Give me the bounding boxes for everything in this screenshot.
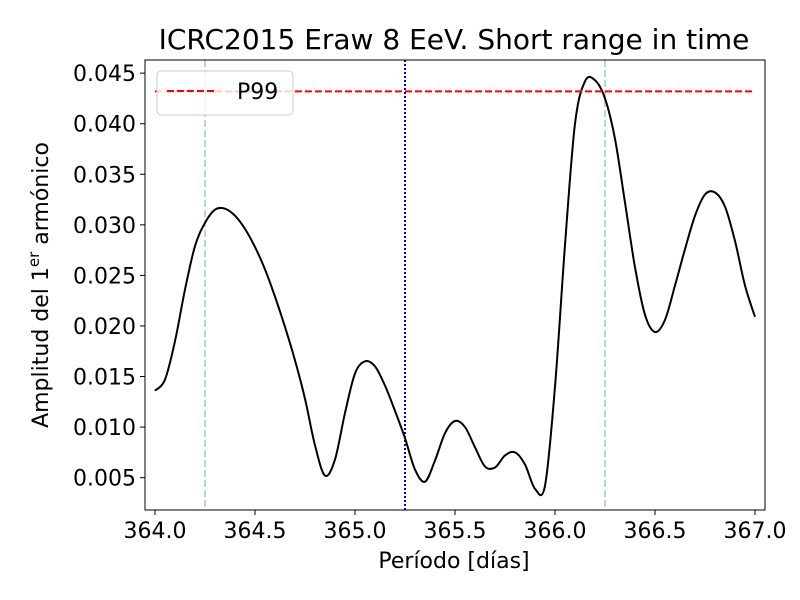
y-axis: 0.005 0.010 0.015 0.020 0.025 0.030 0.035 0.040… (73, 62, 145, 492)
y-axis-label-superscript: er (25, 251, 43, 267)
data-series (154, 75, 756, 497)
x-tick-label: 364.0 (124, 519, 187, 544)
legend-label-p99: P99 (237, 80, 278, 105)
x-tick-label: 365.0 (324, 519, 387, 544)
plot-frame (144, 59, 766, 511)
y-tick-label: 0.045 (73, 62, 136, 87)
y-axis-label-prefix: Amplitud del 1 (29, 267, 54, 428)
y-tick-label: 0.035 (73, 163, 136, 188)
y-tick-label: 0.020 (73, 315, 136, 340)
x-tick-label: 367.0 (724, 519, 787, 544)
series-line-amplitude (154, 75, 756, 497)
legend: P99 (156, 70, 294, 116)
y-tick-label: 0.040 (73, 113, 136, 138)
x-axis-label: Período [días] (378, 549, 529, 574)
y-axis-label: Amplitud del 1er armónico (25, 142, 54, 428)
x-tick-label: 366.0 (524, 519, 587, 544)
x-tick-label: 366.5 (624, 519, 687, 544)
reference-lines (204, 60, 606, 510)
chart-title: ICRC2015 Eraw 8 EeV. Short range in time (159, 23, 750, 56)
x-axis: 364.0 364.5 365.0 365.5 366.0 366.5 367.0 (124, 510, 787, 544)
x-tick-label: 365.5 (424, 519, 487, 544)
y-tick-label: 0.005 (73, 467, 136, 492)
x-tick-label: 364.5 (224, 519, 287, 544)
y-tick-label: 0.015 (73, 366, 136, 391)
y-tick-label: 0.030 (73, 214, 136, 239)
legend-box (156, 70, 294, 116)
y-tick-label: 0.010 (73, 416, 136, 441)
y-tick-label: 0.025 (73, 264, 136, 289)
y-axis-label-suffix: armónico (29, 142, 54, 252)
